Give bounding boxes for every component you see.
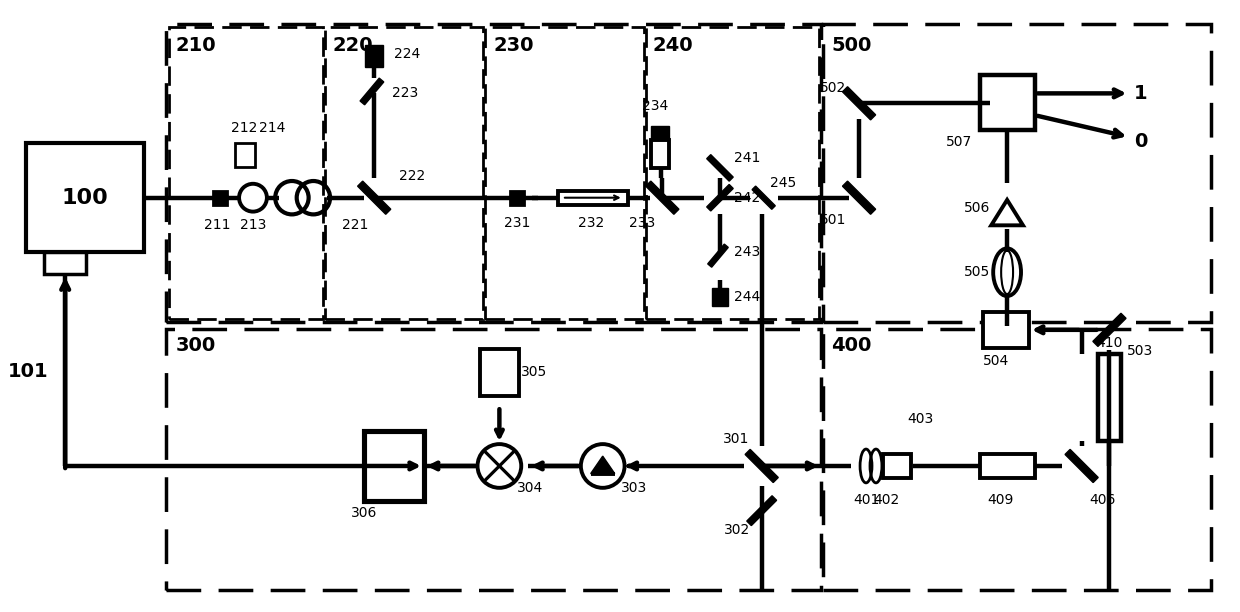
Text: 224: 224 (394, 47, 420, 61)
Text: 1: 1 (1135, 84, 1148, 103)
Polygon shape (708, 244, 728, 267)
Polygon shape (1065, 449, 1099, 482)
Text: 232: 232 (578, 215, 604, 230)
Text: 304: 304 (517, 481, 543, 495)
Text: 101: 101 (7, 362, 48, 381)
Polygon shape (646, 181, 680, 214)
Polygon shape (746, 496, 776, 526)
Text: 507: 507 (946, 135, 972, 149)
Polygon shape (45, 252, 86, 274)
Text: 300: 300 (176, 336, 216, 355)
Text: 230: 230 (494, 35, 534, 54)
Text: 223: 223 (392, 86, 418, 100)
Polygon shape (753, 186, 775, 209)
Text: 241: 241 (734, 151, 760, 165)
Polygon shape (236, 143, 255, 167)
Text: 212: 212 (231, 121, 258, 135)
Text: 302: 302 (723, 523, 750, 537)
Polygon shape (981, 75, 1035, 130)
Polygon shape (365, 431, 424, 501)
Text: 244: 244 (734, 290, 760, 304)
Text: 501: 501 (820, 212, 846, 226)
Text: 400: 400 (831, 336, 872, 355)
Text: 231: 231 (505, 215, 531, 230)
Text: 234: 234 (642, 99, 668, 113)
Polygon shape (745, 449, 779, 482)
Text: 222: 222 (399, 169, 425, 183)
Polygon shape (360, 78, 383, 105)
Polygon shape (1092, 313, 1126, 346)
Text: 211: 211 (203, 218, 231, 231)
Text: 243: 243 (734, 245, 760, 259)
Text: 410: 410 (1096, 336, 1122, 349)
Text: 0: 0 (1135, 132, 1148, 151)
Polygon shape (651, 126, 670, 140)
Text: 245: 245 (770, 176, 796, 190)
Polygon shape (707, 155, 733, 181)
Polygon shape (213, 191, 227, 204)
Text: 214: 214 (259, 121, 285, 135)
Polygon shape (366, 45, 383, 67)
Polygon shape (842, 87, 875, 120)
Polygon shape (883, 454, 910, 478)
Text: 240: 240 (652, 35, 693, 54)
Text: 505: 505 (963, 265, 991, 279)
Text: 305: 305 (521, 365, 548, 379)
Text: 406: 406 (1090, 493, 1116, 507)
Text: 233: 233 (630, 215, 656, 230)
Text: 504: 504 (983, 354, 1009, 368)
Text: 500: 500 (831, 35, 872, 54)
Polygon shape (842, 181, 875, 214)
Polygon shape (511, 191, 525, 204)
Polygon shape (26, 143, 144, 252)
Text: 303: 303 (620, 481, 647, 495)
Polygon shape (712, 288, 728, 306)
Polygon shape (558, 191, 627, 204)
Text: 213: 213 (239, 218, 267, 231)
Text: 502: 502 (820, 81, 846, 95)
Text: 220: 220 (332, 35, 373, 54)
Text: 306: 306 (351, 506, 377, 520)
Polygon shape (480, 349, 520, 397)
Text: 409: 409 (987, 493, 1013, 507)
Text: 403: 403 (908, 412, 934, 426)
Text: 402: 402 (874, 493, 900, 507)
Text: 401: 401 (853, 493, 879, 507)
Text: 503: 503 (1127, 344, 1153, 358)
Text: 210: 210 (176, 35, 216, 54)
Text: 506: 506 (963, 201, 991, 215)
Polygon shape (590, 456, 615, 474)
Text: 221: 221 (342, 218, 368, 231)
Polygon shape (707, 184, 733, 211)
Text: 242: 242 (734, 191, 760, 204)
Polygon shape (357, 181, 391, 214)
Polygon shape (651, 140, 670, 168)
Polygon shape (981, 454, 1035, 478)
Polygon shape (983, 312, 1029, 348)
Polygon shape (1097, 354, 1121, 441)
Text: 301: 301 (723, 432, 750, 446)
Text: 100: 100 (62, 188, 108, 207)
